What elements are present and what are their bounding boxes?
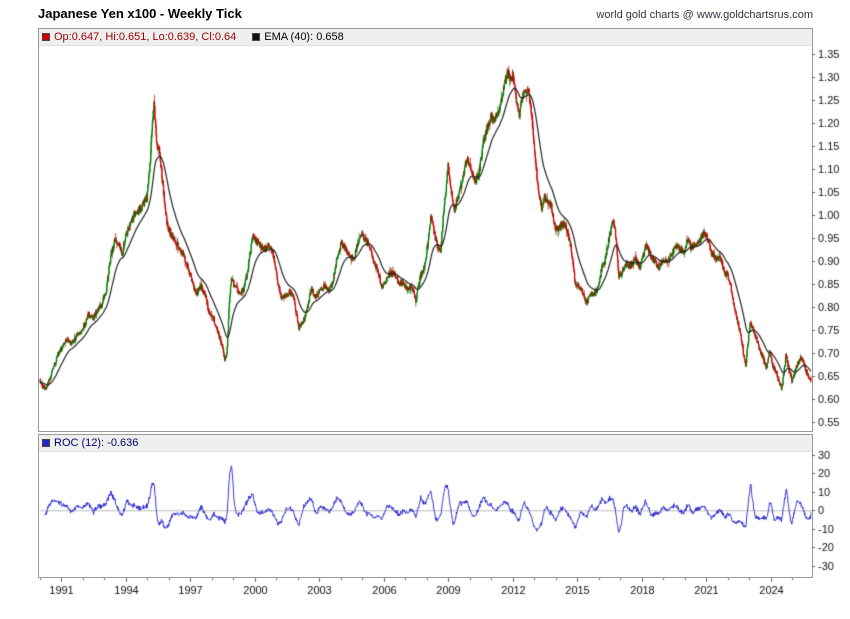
ema-swatch-icon — [252, 33, 261, 41]
roc-panel: ROC (12): -0.636 — [38, 434, 813, 578]
chart-title: Japanese Yen x100 - Weekly Tick — [38, 6, 242, 21]
price-legend: Op:0.647, Hi:0.651, Lo:0.639, Cl:0.64 EM… — [39, 29, 812, 46]
ohlc-legend-item: Op:0.647, Hi:0.651, Lo:0.639, Cl:0.64 — [42, 31, 236, 43]
roc-legend-item: ROC (12): -0.636 — [42, 437, 138, 449]
price-panel: Op:0.647, Hi:0.651, Lo:0.639, Cl:0.64 EM… — [38, 28, 813, 432]
site-credit: world gold charts @ www.goldchartsrus.co… — [596, 9, 813, 21]
ema-legend-label: EMA (40): 0.658 — [264, 31, 344, 43]
candle-swatch-icon — [42, 33, 50, 41]
roc-swatch-icon — [42, 439, 50, 447]
roc-legend: ROC (12): -0.636 — [39, 435, 812, 452]
ohlc-legend-label: Op:0.647, Hi:0.651, Lo:0.639, Cl:0.64 — [54, 31, 237, 43]
roc-legend-label: ROC (12): -0.636 — [54, 437, 139, 449]
ema-legend-item: EMA (40): 0.658 — [252, 31, 344, 43]
